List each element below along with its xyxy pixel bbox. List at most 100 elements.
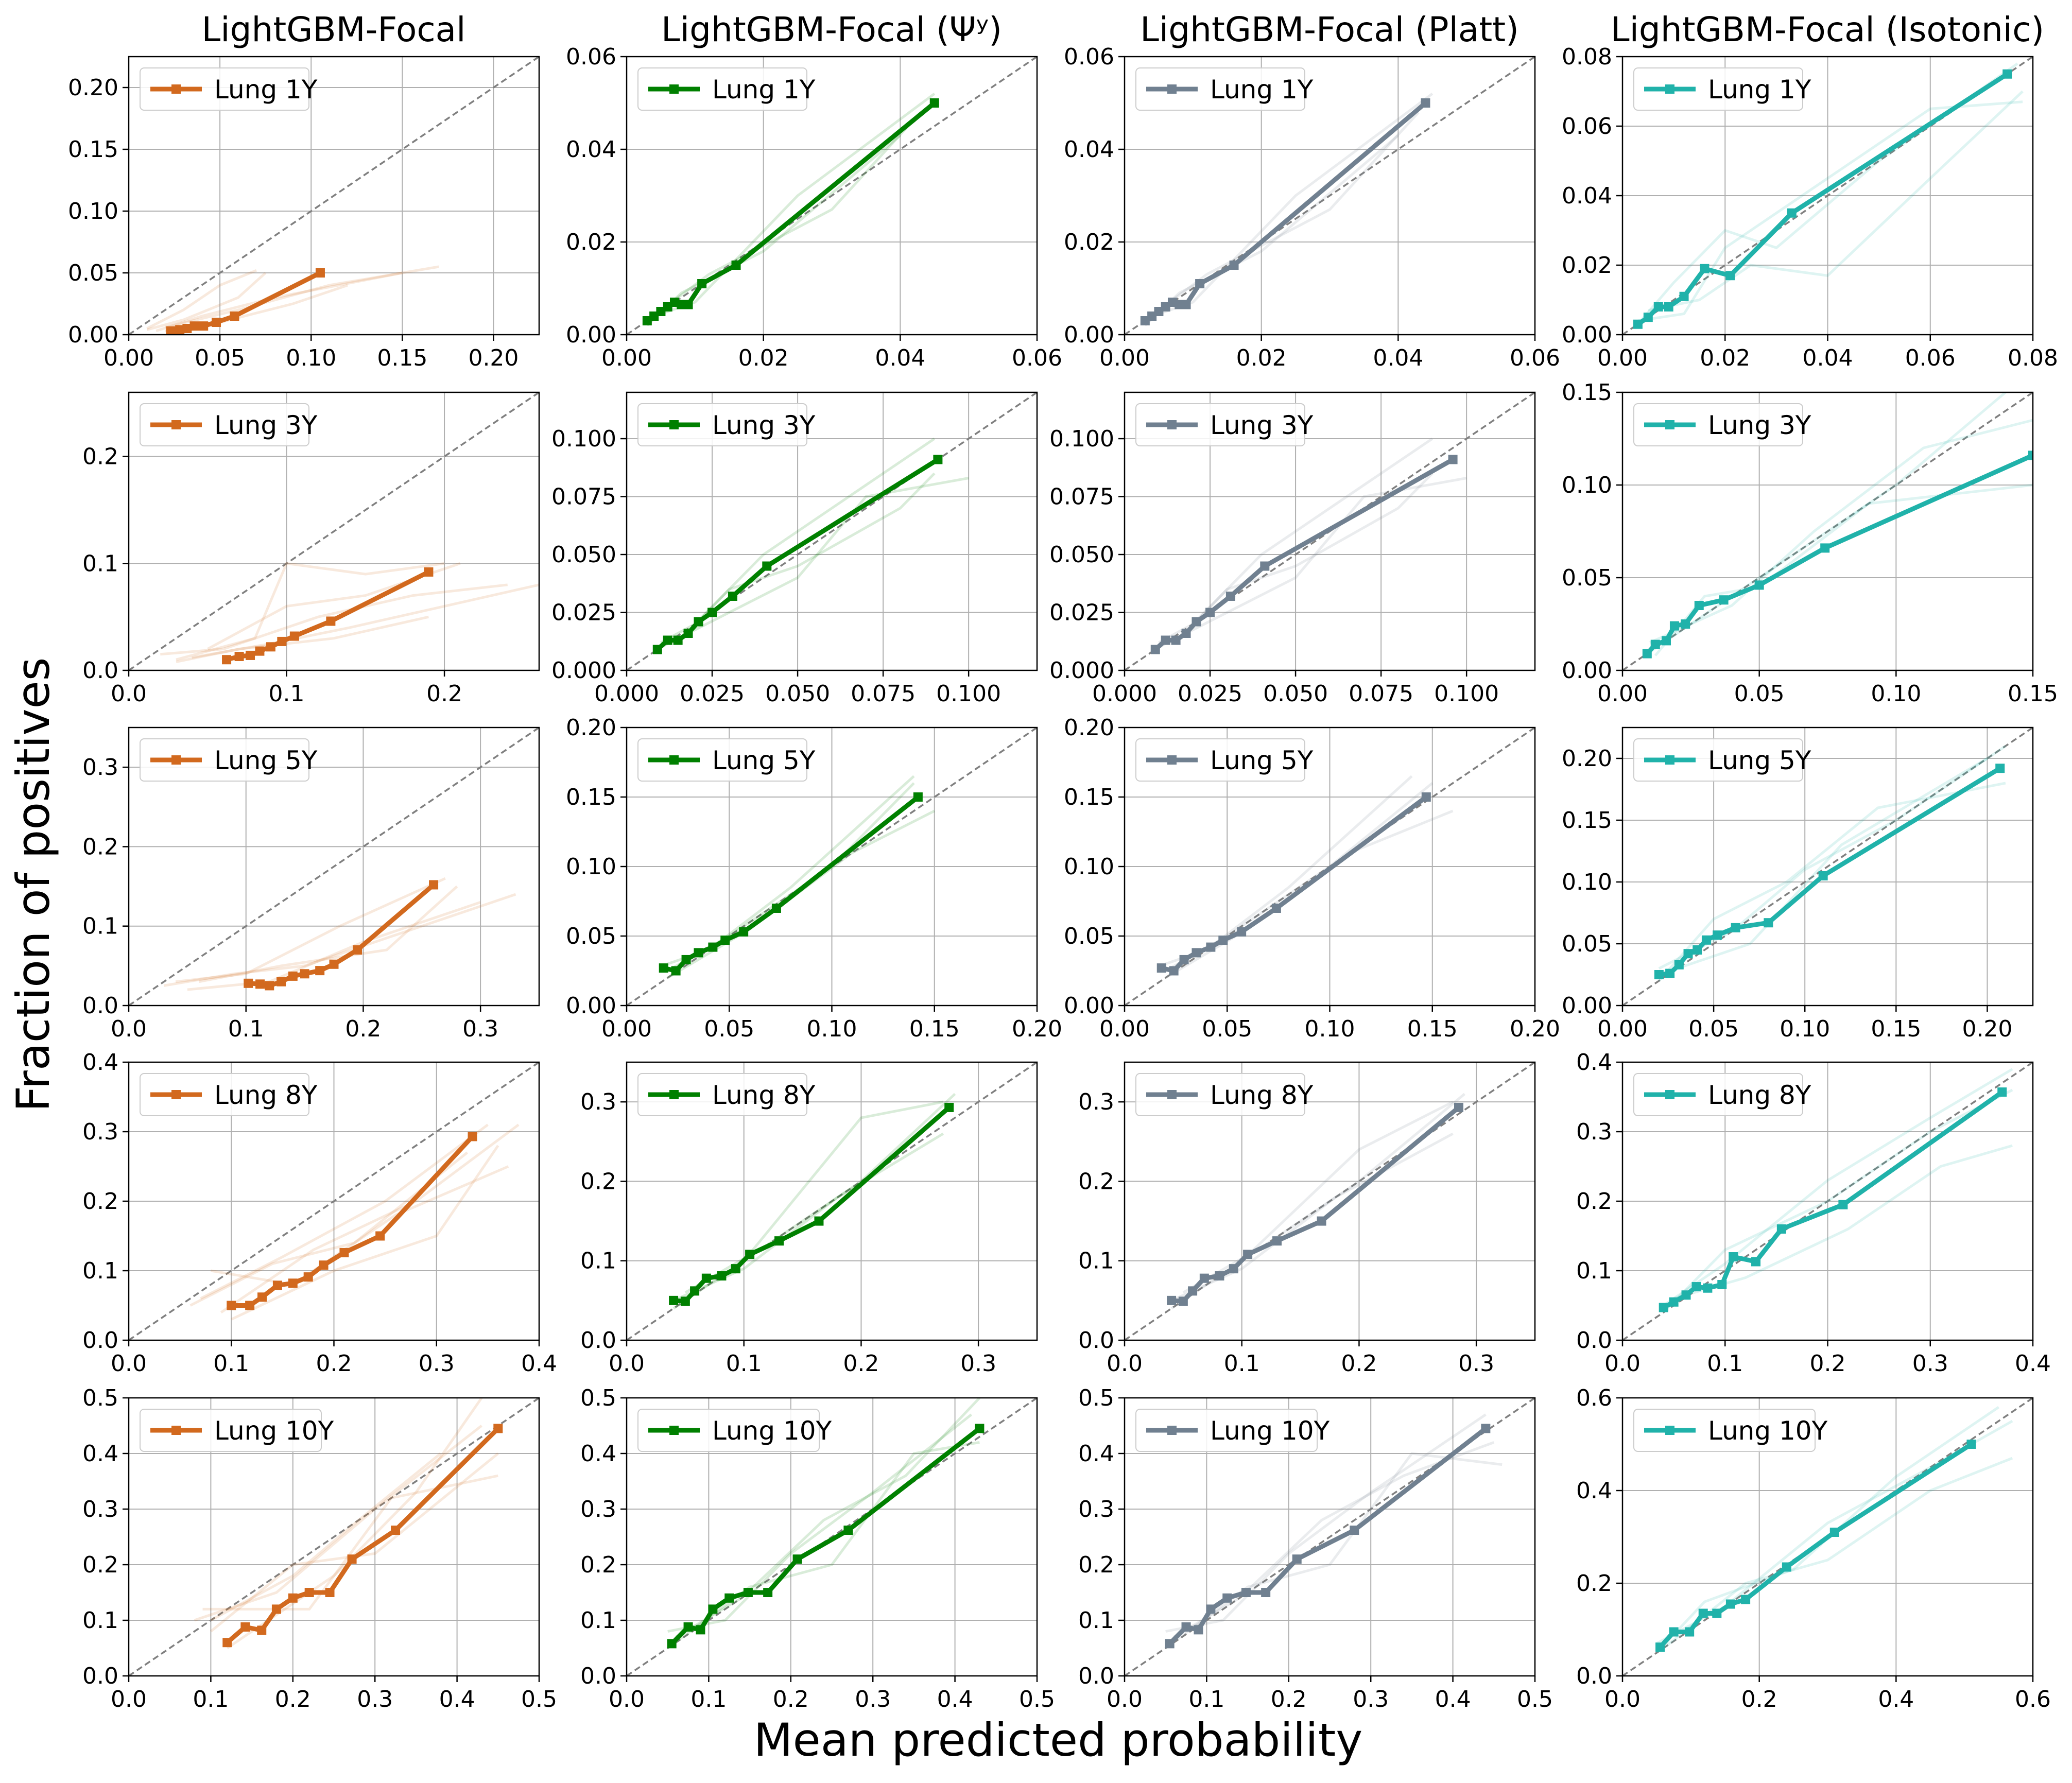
y-tick-label: 0.1 (1078, 1607, 1114, 1634)
data-point (1317, 1216, 1326, 1226)
x-tick-label: 0.00 (1099, 1016, 1150, 1042)
data-point (1691, 1282, 1701, 1292)
data-point (199, 321, 209, 331)
series-line (248, 883, 436, 988)
data-point (1205, 608, 1215, 617)
diagonal-line (129, 392, 539, 670)
x-tick-label: 0.025 (1178, 681, 1242, 707)
plot-area (129, 57, 539, 335)
data-point (728, 592, 737, 601)
legend-marker (171, 1426, 181, 1435)
x-tick-label: 0.050 (1263, 681, 1328, 707)
legend-label: Lung 10Y (712, 1416, 832, 1446)
legend: Lung 8Y (140, 1073, 318, 1116)
y-tick-label: 0.00 (566, 322, 616, 348)
data-point (266, 642, 275, 652)
y-tick-label: 0.02 (1064, 229, 1114, 255)
x-tick-label: 0.04 (875, 345, 925, 371)
series-line (1658, 1442, 1973, 1649)
x-tick-label: 0.02 (1236, 345, 1287, 371)
data-point (1218, 936, 1228, 945)
data-point (1838, 1200, 1848, 1209)
legend-box (140, 1073, 309, 1116)
legend-label: Lung 10Y (1210, 1416, 1330, 1446)
plot-area (627, 57, 1037, 335)
legend-marker (1665, 1426, 1674, 1435)
fold-line (1158, 477, 1467, 649)
x-tick-label: 0.10 (1780, 1016, 1830, 1042)
fold-line (646, 111, 922, 322)
legend-marker (171, 1090, 181, 1099)
panel-r2-c3: 0.00 0.05 0.10 0.15 0.20 0.00 0.05 0.10 0.15 0.20… (1562, 726, 2034, 1042)
y-tick-label: 0.15 (566, 784, 616, 810)
fold-line (165, 265, 439, 329)
axes-frame (1621, 726, 2034, 1007)
x-tick-label: 0.6 (2015, 1686, 2051, 1712)
axes-frame (626, 1397, 1038, 1677)
y-tick-label: 0.2 (1576, 1188, 1612, 1215)
data-point (1195, 279, 1205, 288)
x-tick-label: 0.000 (594, 681, 659, 707)
y-tick-label: 0.2 (1576, 1570, 1612, 1597)
data-point (304, 1588, 314, 1597)
panel-r1-c2: 0.000 0.025 0.050 0.075 0.100 0.000 0.025 0.050… (1049, 391, 1536, 707)
y-axis-label: Fraction of positives (7, 657, 60, 1112)
panel-r1-c3: 0.00 0.05 0.10 0.15 0.00 0.05 0.10 0.15 Lung 3Y (1562, 379, 2058, 707)
legend-label: Lung 5Y (712, 746, 816, 775)
fold-line (684, 1093, 956, 1294)
x-tick-label: 0.06 (1510, 345, 1560, 371)
data-point (701, 1273, 711, 1283)
panel-r0-c3: 0.00 0.02 0.04 0.06 0.08 0.00 0.02 0.04 0.06 0.08… (1562, 44, 2058, 371)
x-tick-label: 0.3 (1912, 1351, 1948, 1377)
fold-line (667, 809, 935, 979)
data-point (245, 1301, 255, 1310)
fold-line (187, 901, 481, 991)
data-point (166, 326, 176, 335)
x-tick-label: 0.100 (936, 681, 1001, 707)
fold-line (1663, 1068, 2013, 1307)
y-tick-label: 0.100 (551, 426, 616, 452)
x-tick-label: 0.15 (909, 1016, 960, 1042)
data-point (468, 1132, 477, 1141)
legend-label: Lung 5Y (1210, 746, 1314, 775)
fold-line (675, 1398, 981, 1638)
axes-frame (626, 391, 1038, 671)
y-tick-label: 0.02 (566, 229, 616, 255)
data-point (1206, 942, 1216, 952)
legend-box (637, 738, 807, 782)
data-point (1654, 970, 1664, 979)
data-point (745, 1250, 755, 1259)
y-tick-label: 0.0 (82, 657, 118, 684)
panel-r4-c3: 0.0 0.2 0.4 0.6 0.0 0.2 0.4 0.6 Lung 10Y (1576, 1385, 2051, 1712)
y-tick-label: 0.04 (1562, 183, 1612, 209)
legend-box (140, 67, 309, 111)
y-tick-label: 0.06 (1064, 44, 1114, 70)
y-tick-label: 0.2 (580, 1552, 616, 1578)
data-point (690, 1286, 700, 1296)
x-tick-label: 0.2 (1271, 1686, 1307, 1712)
legend-label: Lung 5Y (1708, 746, 1811, 775)
y-tick-label: 0.0 (1078, 1327, 1114, 1354)
data-point (1681, 1290, 1691, 1300)
x-tick-label: 0.2 (1741, 1686, 1777, 1712)
data-point (1206, 1604, 1216, 1614)
legend: Lung 8Y (1633, 1073, 1811, 1116)
x-tick-label: 0.15 (2008, 681, 2058, 707)
data-point (1650, 639, 1660, 649)
data-point (1997, 1087, 2007, 1097)
x-tick-label: 0.2 (316, 1351, 352, 1377)
diagonal-line (1125, 57, 1535, 335)
y-tick-label: 0.4 (82, 1441, 118, 1467)
legend: Lung 10Y (1135, 1409, 1330, 1452)
x-tick-label: 0.00 (1099, 345, 1150, 371)
series-line (1168, 1426, 1488, 1646)
data-point (669, 1295, 679, 1305)
fold-line (677, 472, 936, 644)
x-tick-label: 0.025 (680, 681, 745, 707)
data-point (424, 567, 434, 577)
fold-line (1677, 757, 1988, 970)
y-tick-label: 0.05 (1562, 565, 1612, 591)
x-tick-label: 0.0 (111, 1351, 147, 1377)
data-point (1681, 619, 1690, 629)
y-tick-label: 0.2 (82, 1552, 118, 1578)
